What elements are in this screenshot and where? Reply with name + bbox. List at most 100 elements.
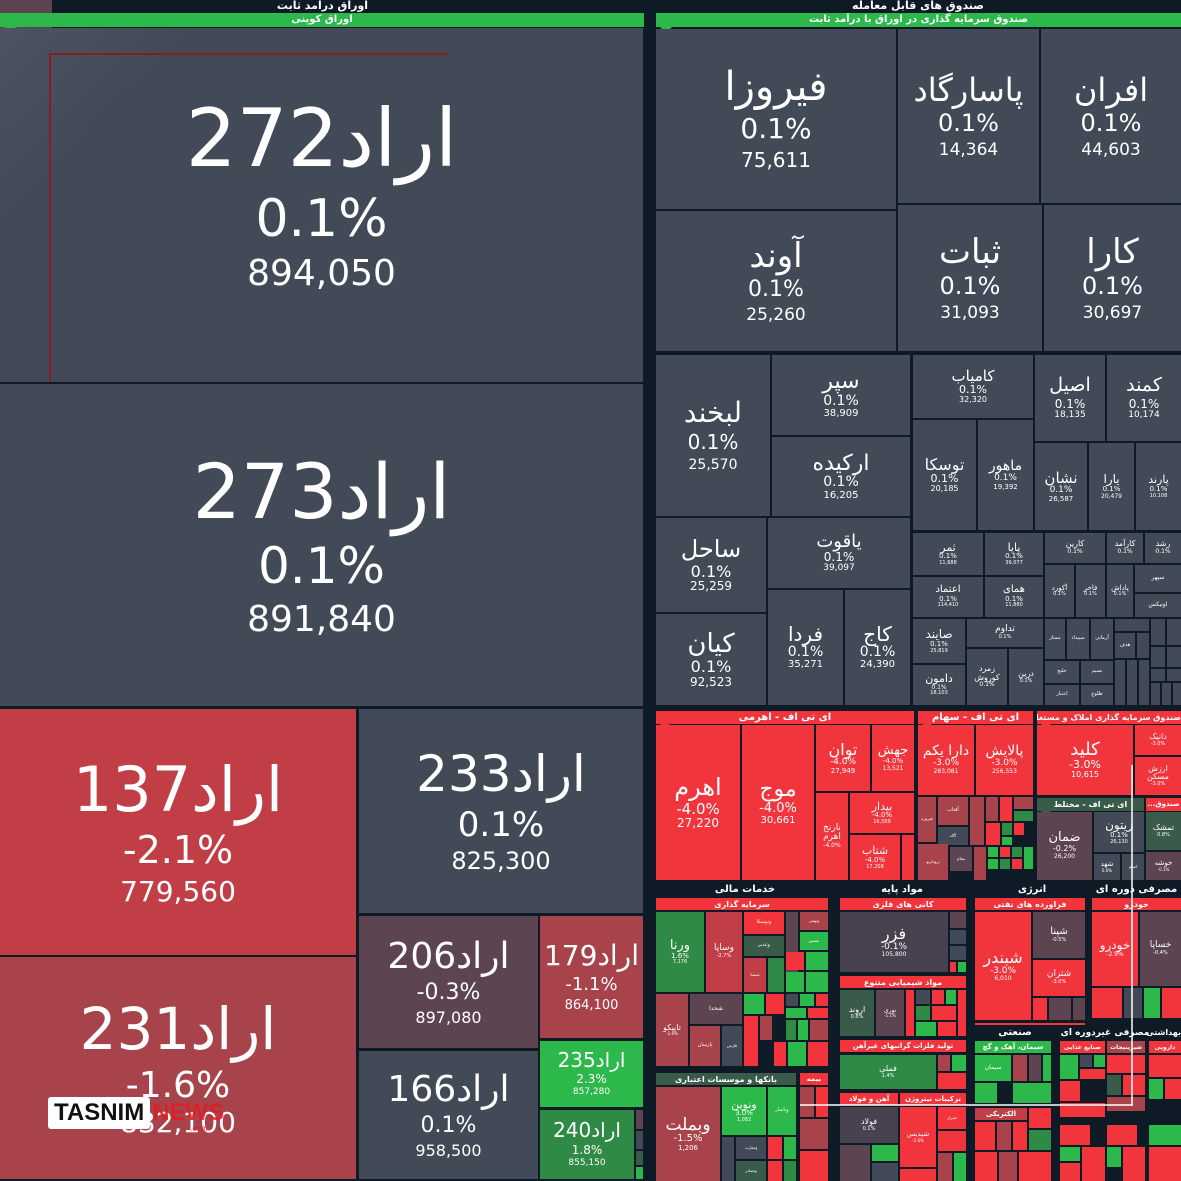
mini-tile[interactable] <box>986 797 998 821</box>
mini-tile[interactable] <box>999 1152 1017 1181</box>
group-bar-food[interactable]: صنایع غذایی <box>1060 1041 1105 1053</box>
tile-samar[interactable]: ثمر 0.1% 11,688 <box>913 533 983 575</box>
mini-tile[interactable] <box>932 990 944 1004</box>
group-bar-chemicals[interactable]: مواد شیمیایی متنوع <box>840 976 966 988</box>
mini-tile[interactable] <box>974 847 986 880</box>
tile-bidar[interactable]: بیدار -4.0% 16,589 <box>850 793 914 833</box>
mini-tile[interactable] <box>1123 1075 1145 1095</box>
tile-momtaz[interactable]: ممتاز <box>1045 619 1065 659</box>
mini-tile[interactable] <box>906 990 914 1036</box>
mini-tile[interactable] <box>986 823 1000 845</box>
mini-tile[interactable] <box>1123 1147 1145 1181</box>
tile-parsan[interactable]: پارسان <box>690 1026 720 1066</box>
mini-tile[interactable] <box>916 1022 936 1036</box>
mini-tile[interactable] <box>1019 1152 1051 1181</box>
mini-tile[interactable] <box>744 1016 758 1066</box>
mini-tile[interactable] <box>916 990 930 1004</box>
tile-kian[interactable]: کیان 0.1% 92,523 <box>656 614 766 705</box>
tile-asam[interactable]: اسام <box>1122 854 1144 880</box>
mini-tile[interactable] <box>806 972 828 992</box>
tile-sabat[interactable]: ثبات 0.1% 31,093 <box>898 205 1042 351</box>
mini-tile[interactable] <box>916 1006 930 1020</box>
group-bar-metal-ores[interactable]: کانی های فلزی <box>840 898 966 910</box>
tile-orkideh[interactable]: ارکیده 0.1% 16,205 <box>772 437 910 516</box>
mini-tile[interactable] <box>1162 988 1181 1018</box>
tile-arad235[interactable]: اراد235 2.3% 857,280 <box>540 1041 643 1107</box>
tile-shetab[interactable]: شتاب -4.0% 17,208 <box>850 835 900 880</box>
tile-vbahman[interactable]: وبهمن <box>800 912 828 930</box>
tile-yaghout[interactable]: یاقوت 0.1% 39,097 <box>768 518 910 588</box>
mini-tile[interactable] <box>950 962 956 972</box>
tile-arad179[interactable]: اراد179 -1.1% 864,100 <box>540 916 643 1038</box>
mini-tile[interactable] <box>786 972 804 992</box>
mini-tile[interactable] <box>1014 797 1033 809</box>
mini-tile[interactable] <box>808 1008 828 1018</box>
tile-yara[interactable]: یارا 0.1% 20,479 <box>1089 443 1134 530</box>
mini-tile[interactable] <box>1060 1055 1078 1079</box>
mini-tile[interactable] <box>816 994 828 1006</box>
mini-tile[interactable] <box>1151 619 1165 645</box>
tile-arvand[interactable]: اروند 0.8% <box>840 990 874 1036</box>
tile-etemad[interactable]: اعتماد 0.1% 114,410 <box>913 577 983 617</box>
mini-tile[interactable] <box>1080 1055 1092 1067</box>
mini-tile[interactable] <box>1107 1075 1121 1095</box>
tile-arad233[interactable]: اراد233 0.1% 825,300 <box>359 709 643 913</box>
mini-tile[interactable] <box>958 962 966 972</box>
tile-arad273[interactable]: اراد273 0.1% 891,840 <box>0 384 643 706</box>
mini-tile[interactable] <box>1151 647 1165 667</box>
mini-tile[interactable] <box>744 994 764 1014</box>
tile-tameshk[interactable]: تمشک 0.8% <box>1146 812 1181 850</box>
tile-avand[interactable]: آوند 0.1% 25,260 <box>656 211 896 351</box>
tile-danik[interactable]: دانیک -3.0% <box>1135 725 1181 755</box>
mini-tile[interactable] <box>1002 823 1012 835</box>
mini-tile[interactable] <box>636 1110 643 1129</box>
tile-onix[interactable]: اونیکس <box>1135 594 1181 617</box>
tile-afran[interactable]: افران 0.1% 44,603 <box>1041 29 1181 203</box>
tile-etebar[interactable]: اعتبار <box>1045 685 1079 705</box>
mini-tile[interactable] <box>938 1153 952 1181</box>
tile-varna[interactable]: ورنا 1.6% 7,176 <box>656 912 704 992</box>
tile-toska[interactable]: توسکا 0.1% 20,185 <box>913 420 976 530</box>
mini-tile[interactable] <box>1043 1055 1051 1081</box>
group-bar-cement[interactable]: سیمان، آهک و گچ <box>975 1041 1051 1053</box>
tile-tavan[interactable]: توان -4.0% 27,949 <box>816 725 870 791</box>
tile-paya[interactable]: پایا 0.1% 39,077 <box>985 533 1043 575</box>
mini-tile[interactable] <box>1139 660 1149 705</box>
tile-kamand[interactable]: کمند 0.1% 10,174 <box>1107 355 1181 441</box>
group-bar-etf-leverage[interactable]: ای تی اف - اهرمی <box>656 711 914 724</box>
mini-tile[interactable] <box>872 1145 898 1161</box>
tile-salam[interactable]: سلام <box>950 847 972 871</box>
tile-vtejarat[interactable]: وتجارت <box>736 1137 766 1159</box>
mini-tile[interactable] <box>950 930 966 944</box>
tile-sepehr[interactable]: سپهر <box>1135 565 1181 592</box>
tile-arad166[interactable]: اراد166 0.1% 958,500 <box>359 1051 538 1179</box>
mini-tile[interactable] <box>1002 837 1012 845</box>
mini-tile[interactable] <box>938 1022 956 1036</box>
group-bar-coupon-bonds[interactable]: اوراق کوپنی <box>0 13 644 27</box>
tile-zeytoon[interactable]: زیتون 0.1% 26,130 <box>1094 812 1144 852</box>
tile-kamyab[interactable]: کامیاب 0.1% 32,320 <box>913 355 1033 418</box>
group-bar-electrical[interactable]: الکتریکی <box>975 1108 1027 1120</box>
tile-damoon[interactable]: دامون 0.1% 18,103 <box>913 665 965 705</box>
mini-tile[interactable] <box>636 1151 643 1165</box>
mini-tile[interactable] <box>1029 1108 1051 1128</box>
mini-tile[interactable] <box>1082 1147 1105 1181</box>
mini-tile[interactable] <box>1149 1055 1181 1077</box>
tile-padash[interactable]: پاداش 0.1% <box>1107 565 1133 617</box>
tile-separ[interactable]: سپر 0.1% 38,909 <box>772 355 910 435</box>
tile-hadaf[interactable]: هدف <box>1115 633 1135 658</box>
mini-tile[interactable] <box>1029 1130 1051 1150</box>
tile-homay[interactable]: همای 0.1% 11,880 <box>985 577 1043 617</box>
tile-jahesh[interactable]: جهش -4.0% 13,521 <box>872 725 914 791</box>
mini-tile[interactable] <box>1080 1069 1105 1079</box>
tile-fakher[interactable]: فاخر 0.1% <box>1076 565 1105 617</box>
tile-sahel[interactable]: ساحل 0.1% 25,259 <box>656 518 766 612</box>
mini-tile[interactable] <box>768 1137 782 1159</box>
mini-tile[interactable] <box>1000 847 1010 857</box>
mini-tile[interactable] <box>1137 633 1149 658</box>
mini-tile[interactable] <box>954 1153 966 1181</box>
mini-tile[interactable] <box>952 1055 966 1071</box>
tile-tadavom[interactable]: تداوم 0.1% <box>967 619 1043 647</box>
tile-karamad[interactable]: کارآمد 0.1% <box>1107 533 1143 563</box>
group-bar-real-estate-funds[interactable]: صندوق سرمایه گذاری املاک و مستغلات <box>1037 711 1181 724</box>
